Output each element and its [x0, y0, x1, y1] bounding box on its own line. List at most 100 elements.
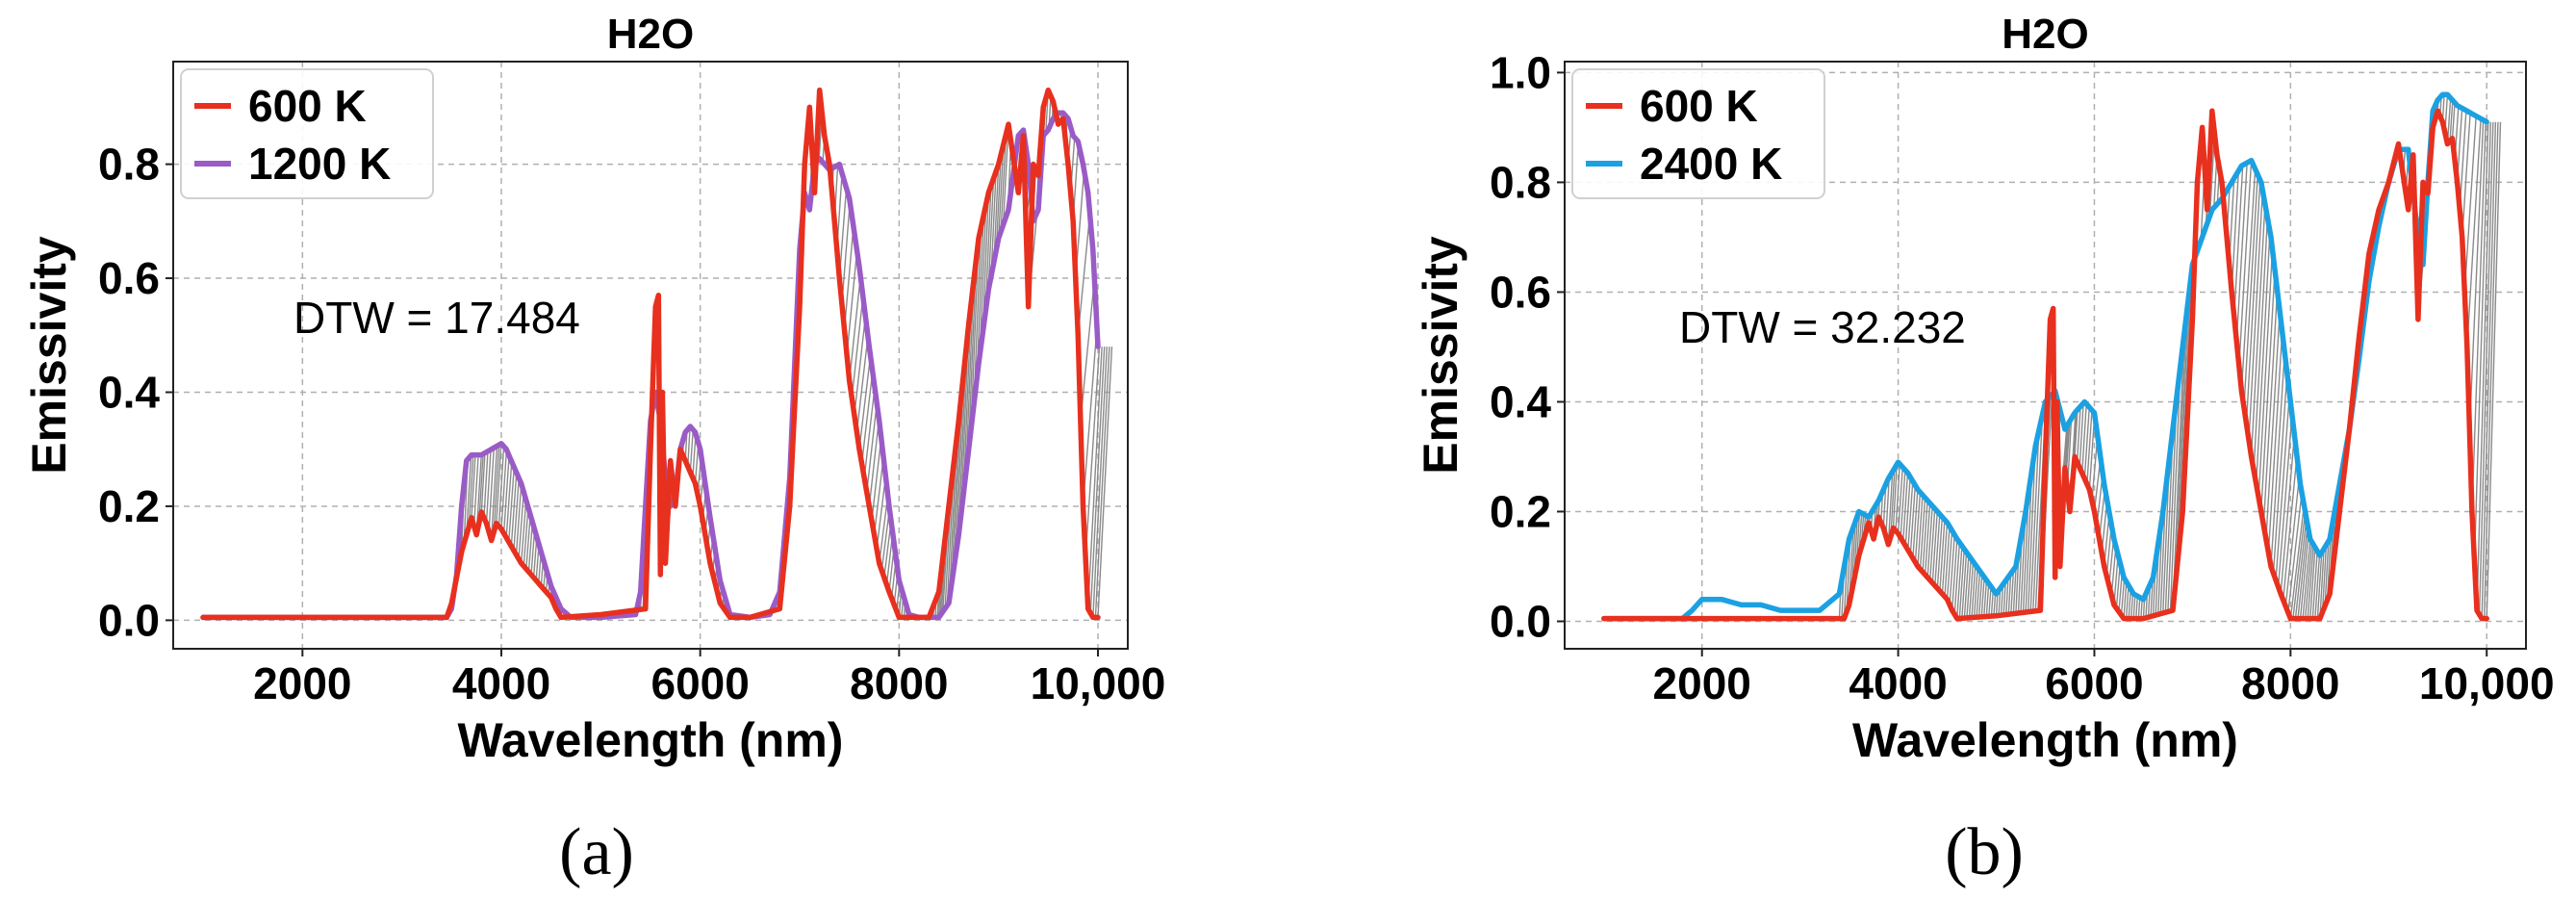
dtw-connector [2283, 454, 2298, 601]
dtw-connector [1919, 498, 1926, 570]
dtw-connector [1983, 579, 1988, 617]
dtw-connector [2463, 116, 2477, 293]
dtw-connector [502, 455, 510, 534]
dtw-connector [480, 452, 486, 512]
dtw-connector [2248, 190, 2263, 441]
dtw-connector [2137, 597, 2141, 619]
dtw-connector [689, 429, 694, 473]
dtw-connector [2238, 160, 2253, 367]
legend-box [180, 68, 434, 199]
dtw-connector [2257, 249, 2274, 499]
dtw-connector [513, 477, 520, 551]
dtw-connector [1951, 539, 1958, 611]
series-line-600-k [1601, 108, 2489, 622]
dtw-connector [846, 250, 858, 356]
dtw-connector [2113, 554, 2119, 605]
dtw-connector [1922, 500, 1928, 573]
dtw-connector [2253, 218, 2269, 471]
dtw-connector [866, 402, 878, 493]
dtw-connector [848, 276, 861, 381]
dtw-connector [2309, 547, 2316, 619]
dtw-connector [1985, 582, 1990, 617]
dtw-connector [2243, 174, 2258, 408]
dtw-connector [1966, 558, 1972, 618]
dtw-connector [2478, 121, 2494, 615]
dtw-connector [841, 201, 851, 304]
dtw-connector [687, 426, 691, 467]
dtw-connector [2125, 585, 2130, 619]
dtw-connector [2319, 549, 2325, 619]
panel-label: (b) [1945, 815, 2024, 889]
dtw-connector [878, 495, 889, 564]
dtw-connector [1887, 472, 1894, 545]
dtw-connector [2265, 311, 2281, 540]
dtw-connector [2010, 569, 2015, 614]
dtw-connector [2240, 168, 2257, 392]
dtw-connector [1929, 508, 1936, 580]
dtw-connector [2466, 118, 2482, 347]
dtw-connector [1901, 473, 1909, 542]
dtw-connector [2233, 165, 2244, 318]
dtw-connector [2110, 546, 2117, 596]
dtw-connector [505, 461, 513, 538]
dtw-connector [493, 445, 500, 532]
dtw-connector [876, 476, 887, 550]
dtw-connector [1892, 464, 1898, 528]
dtw-connector [1082, 326, 1098, 506]
dtw-connector [2307, 544, 2314, 619]
dtw-connector [2267, 331, 2283, 553]
y-tick-label: 0.4 [98, 367, 160, 417]
dtw-connector [1909, 485, 1917, 554]
y-tick-label: 0.6 [1490, 267, 1551, 317]
dtw-connector [497, 446, 505, 527]
dtw-connector [2002, 580, 2006, 615]
x-tick-label: 8000 [2241, 658, 2339, 708]
x-tick-label: 4000 [1849, 658, 1947, 708]
dtw-connector [2473, 121, 2489, 561]
y-tick-label: 0.2 [98, 481, 160, 531]
dtw-connector [483, 450, 489, 518]
plot-frame [172, 61, 1129, 650]
dtw-connector [515, 483, 523, 555]
y-tick-label: 0.8 [98, 140, 160, 190]
dtw-connector [2005, 577, 2009, 615]
dtw-connector [1917, 495, 1924, 567]
dtw-connector [488, 448, 495, 532]
dtw-connector [2471, 121, 2487, 512]
dtw-connector [1924, 502, 1931, 576]
legend-box [1571, 68, 1825, 199]
dtw-connector [1963, 554, 1970, 619]
dtw-connector [2027, 446, 2036, 612]
dtw-connector [1961, 552, 1968, 619]
y-tick-label: 0.0 [1490, 596, 1551, 646]
dtw-connector [1912, 489, 1919, 558]
dtw-connector [1002, 124, 1009, 225]
legend-label: 1200 K [248, 139, 391, 189]
dtw-connector [843, 226, 854, 330]
dtw-connector [2000, 584, 2004, 616]
dtw-connector [1980, 577, 1985, 617]
dtw-connector [868, 419, 880, 507]
dtw-connector [1949, 534, 1955, 605]
dtw-connector [854, 316, 867, 416]
chart-title: H2O [607, 11, 694, 58]
dtw-connector [1907, 480, 1914, 551]
dtw-connector [2481, 121, 2497, 619]
dtw-connector [518, 492, 524, 559]
y-axis-label: Emissivity [1414, 236, 1467, 475]
dtw-connector [2079, 402, 2084, 468]
dtw-connector [2130, 592, 2134, 619]
dtw-connector [2262, 290, 2279, 526]
dtw-connector [2299, 530, 2309, 619]
dtw-connector [855, 336, 869, 433]
dtw-connector [1895, 463, 1900, 531]
dtw-connector [1968, 561, 1975, 618]
dtw-connector [2029, 430, 2040, 612]
x-tick-label: 2000 [1653, 658, 1751, 708]
x-tick-label: 6000 [2045, 658, 2143, 708]
dtw-connector [1094, 347, 1110, 618]
dtw-connector [472, 454, 479, 527]
dtw-connector [2140, 598, 2143, 619]
dtw-connector [525, 514, 531, 570]
